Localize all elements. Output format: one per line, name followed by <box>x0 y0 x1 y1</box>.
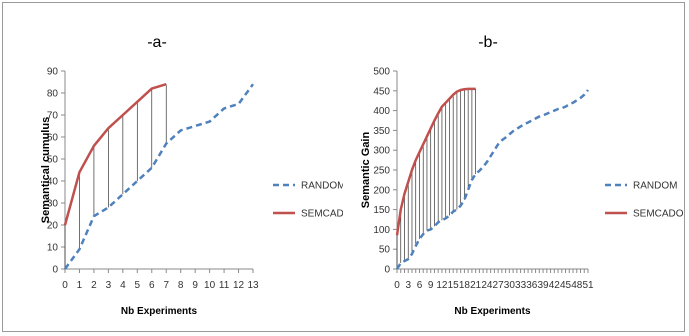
hatch-group <box>64 84 167 269</box>
x-tick-label: 3 <box>405 280 411 291</box>
x-tick-label: 48 <box>571 280 583 291</box>
x-tick-label: 27 <box>493 280 505 291</box>
x-tick-label: 18 <box>459 280 471 291</box>
y-tick-label: 200 <box>373 185 390 196</box>
x-tick-label: 42 <box>549 280 561 291</box>
x-tick-label: 10 <box>204 280 216 291</box>
y-tick-label: 0 <box>384 265 390 276</box>
y-tick-label: 350 <box>373 126 390 137</box>
y-tick-label: 500 <box>373 67 390 78</box>
y-tick-label: 40 <box>47 177 59 188</box>
x-tick-label: 9 <box>428 280 434 291</box>
x-tick-label: 15 <box>448 280 460 291</box>
x-tick-label: 0 <box>394 280 400 291</box>
x-tick-label: 51 <box>582 280 594 291</box>
x-tick-label: 9 <box>192 280 198 291</box>
x-tick-label: 33 <box>515 280 527 291</box>
x-tick-label: 7 <box>163 280 169 291</box>
y-tick-label: 450 <box>373 86 390 97</box>
x-tick-label: 11 <box>219 280 230 291</box>
x-tick-label: 45 <box>560 280 572 291</box>
legend-label-semcado: SEMCADO <box>633 209 684 220</box>
x-tick-label: 30 <box>504 280 516 291</box>
y-axis-title: Semantic Gain <box>360 132 372 209</box>
y-tick-label: 300 <box>373 146 390 157</box>
y-tick-label: 250 <box>373 166 390 177</box>
x-tick-label: 4 <box>120 280 126 291</box>
series-line-random <box>395 89 589 270</box>
x-tick-label: 8 <box>178 280 184 291</box>
y-tick-label: 10 <box>47 243 59 254</box>
x-tick-label: 13 <box>247 280 259 291</box>
chart-title: -a- <box>147 34 167 51</box>
x-tick-label: 39 <box>537 280 549 291</box>
y-tick-label: 60 <box>47 133 59 144</box>
y-tick-label: 100 <box>373 225 390 236</box>
series-line-semcado <box>63 83 167 226</box>
y-tick-label: 0 <box>52 265 58 276</box>
y-tick-label: 20 <box>47 221 59 232</box>
x-tick-label: 6 <box>417 280 423 291</box>
x-tick-label: 36 <box>526 280 538 291</box>
x-tick-label: 21 <box>470 280 482 291</box>
y-tick-label: 90 <box>47 67 59 78</box>
y-tick-label: 50 <box>379 245 391 256</box>
y-tick-label: 400 <box>373 106 390 117</box>
y-tick-label: 70 <box>47 111 59 122</box>
chart-title: -b- <box>478 34 498 51</box>
hatch-group <box>396 88 476 269</box>
x-tick-label: 12 <box>233 280 245 291</box>
x-tick-label: 6 <box>149 280 155 291</box>
x-tick-label: 0 <box>62 280 68 291</box>
x-tick-label: 12 <box>436 280 448 291</box>
legend-label-random: RANDOM <box>301 181 343 192</box>
y-tick-label: 80 <box>47 89 59 100</box>
x-tick-label: 24 <box>481 280 493 291</box>
y-tick-label: 30 <box>47 199 59 210</box>
series-line-semcado <box>395 87 476 236</box>
figure-frame: -a- 0 10 20 30 40 50 60 70 80 90 0 1 2 3 4 5 6 7 8 9 10 11 12 13… <box>2 2 685 332</box>
x-tick-label: 2 <box>91 280 97 291</box>
x-axis-title: Nb Experiments <box>454 306 531 317</box>
y-axis-title: Semantical cumulus <box>40 117 52 223</box>
x-tick-label: 3 <box>106 280 112 291</box>
y-tick-label: 50 <box>47 155 59 166</box>
x-tick-label: 5 <box>135 280 141 291</box>
y-tick-label: 150 <box>373 205 390 216</box>
x-axis-title: Nb Experiments <box>121 306 198 317</box>
legend-label-semcado: SEMCADO <box>301 209 343 220</box>
x-tick-label: 1 <box>77 280 83 291</box>
series-line-random <box>63 83 255 270</box>
legend-label-random: RANDOM <box>633 181 677 192</box>
